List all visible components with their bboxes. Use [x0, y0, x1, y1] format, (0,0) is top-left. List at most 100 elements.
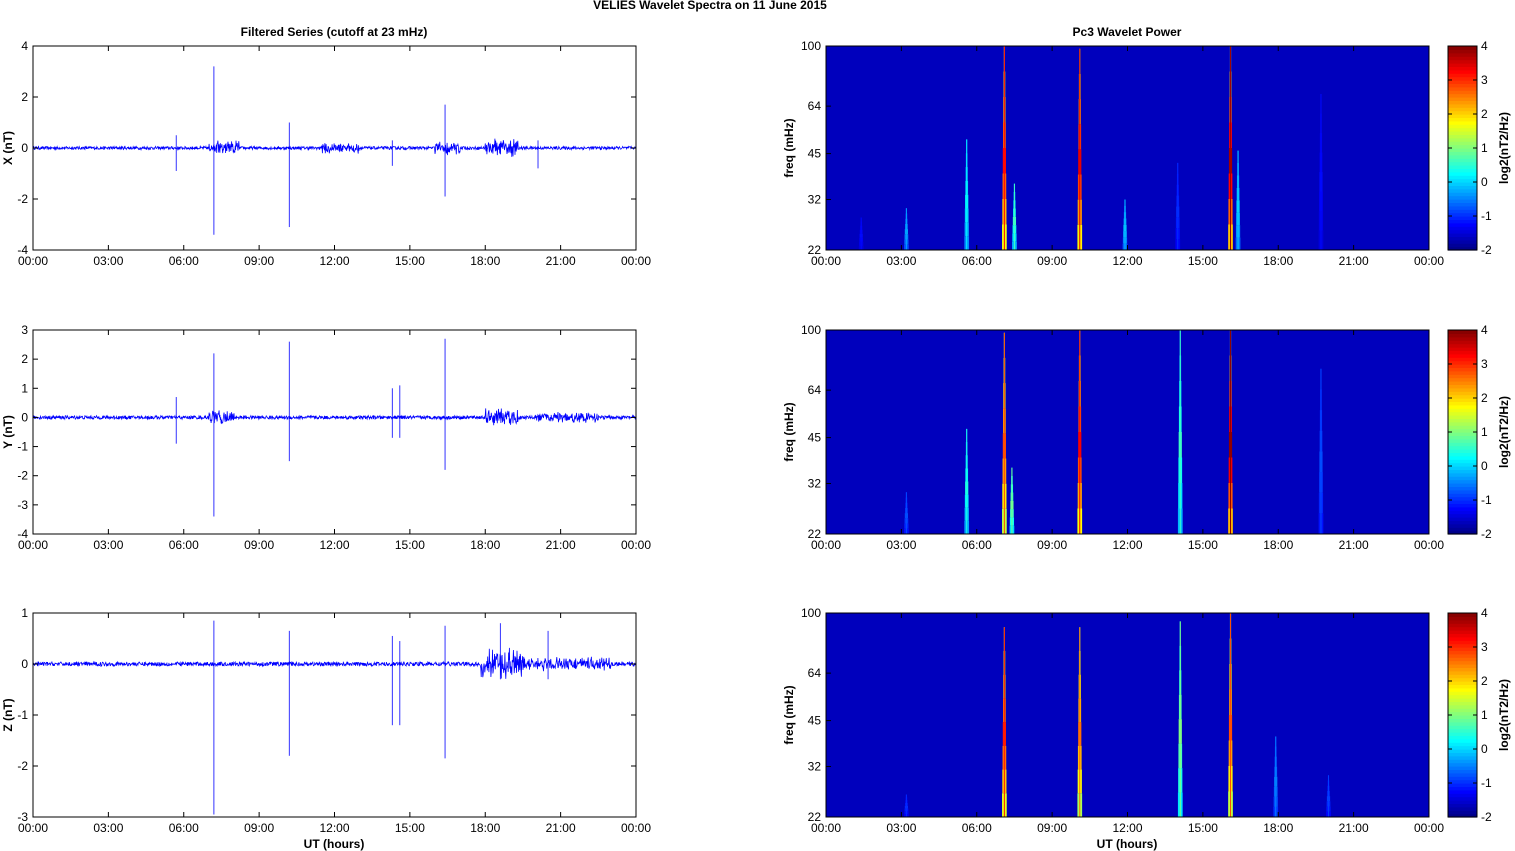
x-tick-label: 03:00 [886, 821, 916, 835]
x-tick-label: 00:00 [621, 821, 651, 835]
colorbar-segment [1448, 530, 1477, 535]
y-tick-label: 2 [21, 352, 28, 366]
timeseries-panel-Z: -3 -2 -1 0 1 00:00 03:00 06:00 09:00 12:00 15:00 18… [1, 606, 651, 835]
y-tick-label: 32 [808, 477, 822, 491]
colorbar-tick-label: 3 [1481, 73, 1488, 87]
colorbar-segment [1448, 408, 1477, 413]
y-tick-label: 0 [21, 141, 28, 155]
colorbar-segment [1448, 350, 1477, 355]
y-tick-label: 100 [801, 606, 821, 620]
x-tick-label: 09:00 [244, 538, 274, 552]
colorbar-tick-label: -1 [1481, 776, 1492, 790]
x-tick-label: 21:00 [546, 254, 576, 268]
y-tick-label: 1 [21, 381, 28, 395]
colorbar-segment [1448, 664, 1477, 668]
y-tick-label: 64 [808, 99, 822, 113]
colorbar-segment [1448, 772, 1477, 777]
colorbar-segment [1448, 438, 1477, 443]
y-tick-label: -2 [17, 469, 28, 483]
colorbar-segment [1448, 435, 1477, 440]
y-tick-label: 100 [801, 323, 821, 337]
colorbar-segment [1448, 613, 1477, 617]
colorbar-segment [1448, 513, 1477, 518]
y-tick-label: 1 [21, 606, 28, 620]
colorbar-X: -2 -1 0 1 2 3 4 log2(nT2/Hz) [1447, 39, 1511, 257]
colorbar-segment [1448, 806, 1477, 811]
colorbar-segment [1448, 472, 1477, 477]
colorbar-tick-label: -1 [1481, 209, 1492, 223]
colorbar-segment [1448, 239, 1477, 244]
colorbar-segment [1448, 56, 1477, 61]
colorbar-segment [1448, 141, 1477, 146]
colorbar-segment [1448, 367, 1477, 372]
colorbar-segment [1448, 182, 1477, 186]
x-tick-label: 18:00 [470, 538, 500, 552]
y-tick-label: -1 [17, 708, 28, 722]
x-tick-label: 12:00 [319, 821, 349, 835]
colorbar-segment [1448, 360, 1477, 365]
x-tick-label: 21:00 [546, 538, 576, 552]
x-tick-label: 03:00 [93, 821, 123, 835]
colorbar-tick-label: 0 [1481, 742, 1488, 756]
colorbar-segment [1448, 353, 1477, 358]
x-tick-label: 06:00 [169, 538, 199, 552]
colorbar-segment [1448, 626, 1477, 631]
colorbar-segment [1448, 674, 1477, 679]
x-tick-label: 15:00 [395, 254, 425, 268]
colorbar-segment [1448, 195, 1477, 200]
colorbar-segment [1448, 769, 1477, 774]
colorbar-segment [1448, 49, 1477, 54]
x-tick-label: 21:00 [1339, 821, 1369, 835]
colorbar-segment [1448, 216, 1477, 220]
wavelet-background [826, 330, 1429, 534]
colorbar-segment [1448, 738, 1477, 743]
colorbar-segment [1448, 619, 1477, 624]
x-tick-label: 03:00 [93, 538, 123, 552]
colorbar-segment [1448, 127, 1477, 132]
colorbar-Y: -2 -1 0 1 2 3 4 log2(nT2/Hz) [1447, 323, 1511, 541]
colorbar-segment [1448, 336, 1477, 341]
colorbar-segment [1448, 340, 1477, 345]
y-axis-label: X (nT) [1, 131, 15, 165]
colorbar-segment [1448, 229, 1477, 234]
colorbar-segment [1448, 520, 1477, 525]
colorbar-segment [1448, 243, 1477, 248]
y-tick-label: 100 [801, 39, 821, 53]
colorbar-segment [1448, 381, 1477, 385]
colorbar-segment [1448, 728, 1477, 733]
y-tick-label: 45 [808, 147, 822, 161]
x-tick-label: 06:00 [962, 538, 992, 552]
colorbar-segment [1448, 80, 1477, 84]
colorbar-segment [1448, 466, 1477, 470]
colorbar-segment [1448, 523, 1477, 528]
colorbar-segment [1448, 800, 1477, 804]
colorbar-segment [1448, 647, 1477, 651]
y-tick-label: 45 [808, 431, 822, 445]
x-tick-label: 12:00 [1112, 254, 1142, 268]
axes-frame [32, 612, 637, 818]
x-tick-label: 00:00 [18, 538, 48, 552]
y-tick-label: 0 [21, 657, 28, 671]
y-axis-label: freq (mHz) [782, 685, 796, 744]
colorbar-segment [1448, 500, 1477, 504]
colorbar-segment [1448, 165, 1477, 169]
left-column-title: Filtered Series (cutoff at 23 mHz) [241, 25, 428, 39]
colorbar-segment [1448, 442, 1477, 447]
x-tick-label: 03:00 [886, 254, 916, 268]
colorbar-segment [1448, 384, 1477, 389]
colorbar-segment [1448, 762, 1477, 767]
colorbar-segment [1448, 616, 1477, 621]
colorbar-segment [1448, 63, 1477, 67]
colorbar-segment [1448, 330, 1477, 334]
y-tick-label: 32 [808, 760, 822, 774]
y-tick-label: -4 [17, 243, 28, 257]
colorbar-segment [1448, 479, 1477, 484]
y-tick-label: -2 [17, 759, 28, 773]
colorbar-segment [1448, 131, 1477, 135]
y-tick-label: -1 [17, 440, 28, 454]
x-tick-label: 18:00 [1263, 254, 1293, 268]
colorbar-segment [1448, 735, 1477, 740]
colorbar-segment [1448, 694, 1477, 699]
